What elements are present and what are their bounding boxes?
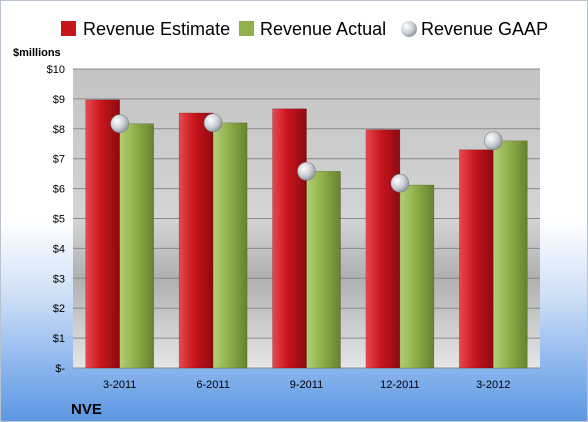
bar-revenue-estimate	[458, 149, 494, 369]
x-tick-label: 6-2011	[196, 379, 229, 391]
bar-revenue-estimate	[365, 129, 401, 369]
bar-revenue-actual	[399, 184, 435, 369]
marker-revenue-gaap	[297, 161, 316, 181]
y-tick-label: $6	[53, 184, 65, 196]
bar-revenue-actual	[212, 122, 248, 369]
marker-revenue-gaap	[110, 114, 129, 134]
y-tick-label: $2	[53, 303, 65, 315]
y-tick-label: $10	[47, 64, 65, 76]
bar-revenue-actual	[306, 170, 341, 369]
x-tick-label: 12-2011	[380, 379, 420, 391]
x-tick-label: 9-2011	[290, 379, 323, 391]
marker-revenue-gaap	[483, 131, 503, 151]
y-tick-label: $-	[55, 363, 65, 375]
y-axis-unit-label: $millions	[13, 47, 61, 59]
legend-label-revenue-actual: Revenue Actual	[260, 19, 386, 39]
y-tick-label: $5	[53, 214, 65, 226]
legend-label-revenue-gaap: Revenue GAAP	[421, 19, 548, 39]
bar-revenue-actual	[119, 123, 154, 369]
y-tick-label: $4	[53, 243, 65, 255]
bar-revenue-estimate	[272, 108, 307, 369]
x-tick-label: 3-2012	[476, 379, 510, 391]
bar-revenue-estimate	[178, 112, 214, 369]
marker-revenue-gaap	[203, 113, 223, 133]
company-ticker: NVE	[71, 401, 102, 418]
y-tick-label: $8	[53, 124, 65, 136]
legend-marker-revenue-gaap	[401, 21, 417, 37]
y-tick-label: $1	[53, 333, 65, 345]
legend-label-revenue-estimate: Revenue Estimate	[83, 19, 230, 39]
y-tick-label: $3	[53, 273, 65, 285]
bar-revenue-estimate	[85, 99, 120, 369]
legend-swatch-revenue-estimate	[61, 21, 76, 36]
marker-revenue-gaap	[390, 173, 410, 193]
y-tick-label: $9	[53, 94, 65, 106]
y-tick-label: $7	[53, 154, 65, 166]
x-tick-label: 3-2011	[103, 379, 136, 391]
bar-revenue-actual	[492, 140, 528, 369]
legend-swatch-revenue-actual	[239, 21, 254, 36]
